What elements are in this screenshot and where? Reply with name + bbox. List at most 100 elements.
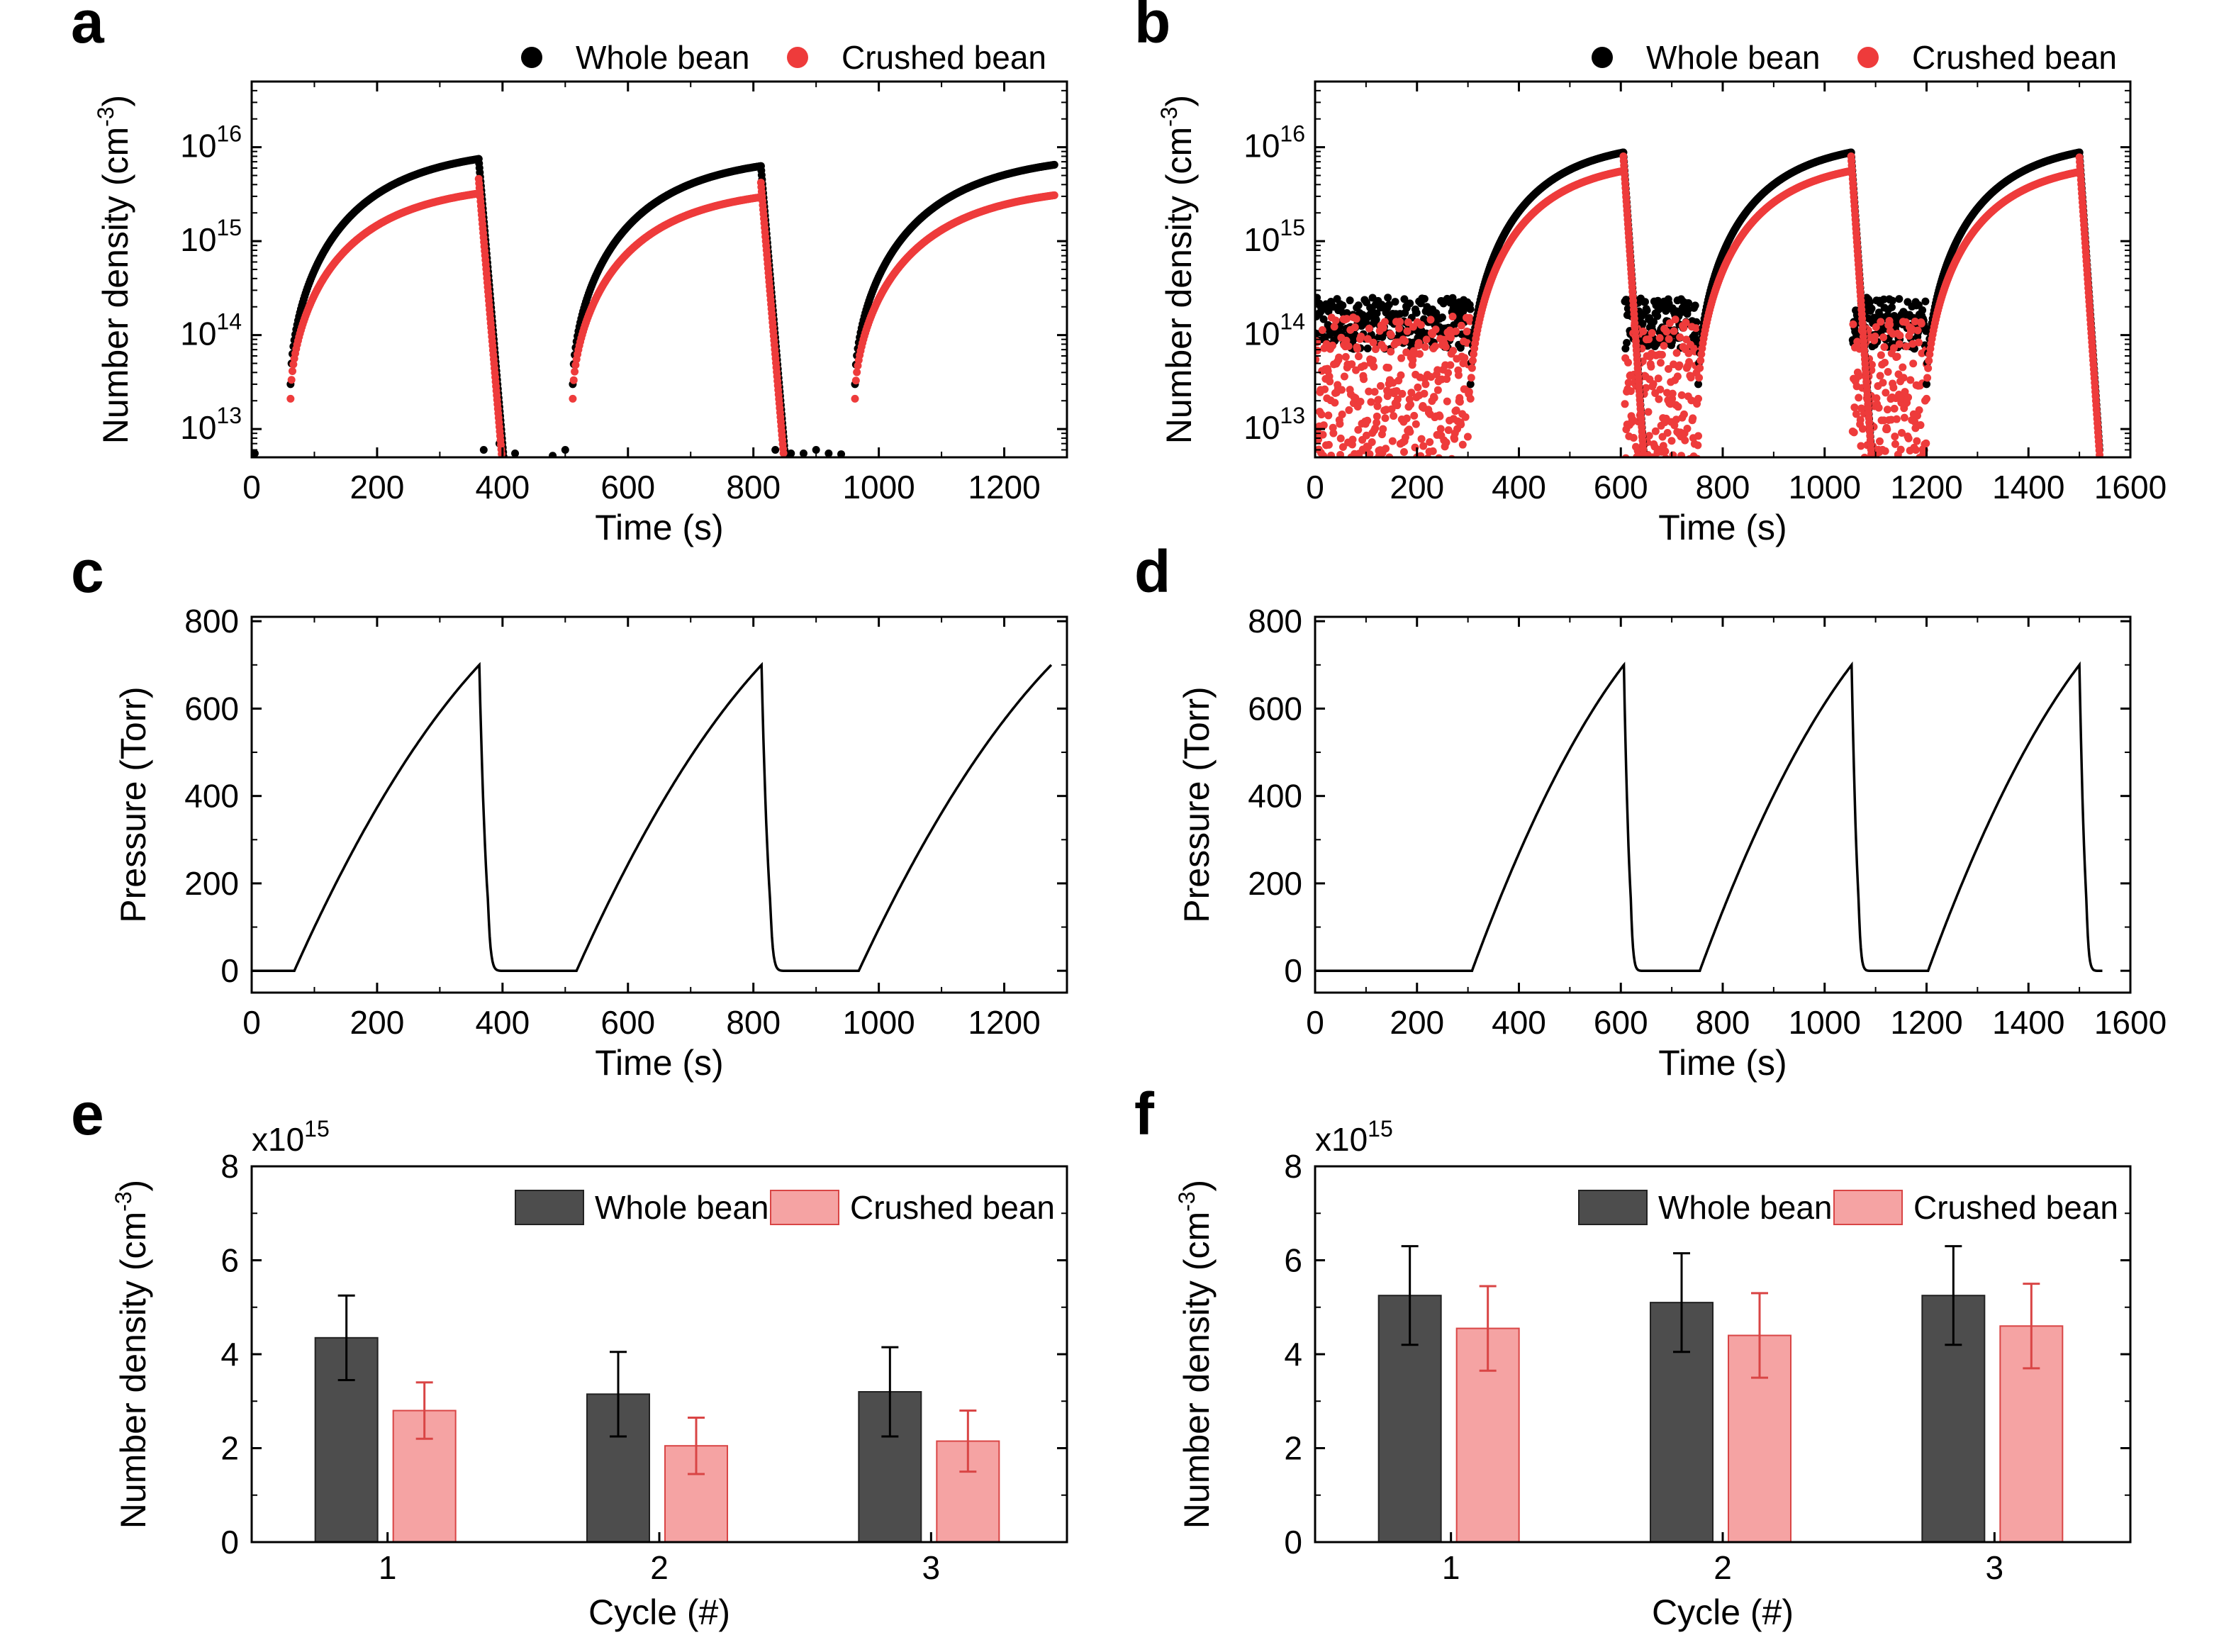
crushed-bean-point	[1401, 433, 1409, 442]
crushed-bean-point	[1877, 351, 1885, 359]
crushed-bean-point	[1388, 437, 1397, 445]
crushed-bean-point	[1886, 320, 1894, 329]
whole-bean-point	[1319, 315, 1328, 323]
plot-area-a	[252, 155, 1058, 457]
whole-bean-point	[1888, 296, 1896, 305]
x-tick-label: 600	[600, 469, 655, 506]
y-axis-title: Number density (cm-3)	[1156, 95, 1199, 444]
x-tick-label: 400	[1492, 469, 1546, 506]
crushed-bean-point	[1624, 358, 1633, 367]
whole-bean-point	[771, 446, 780, 454]
whole-bean-point	[561, 446, 569, 454]
crushed-bean-point	[1362, 431, 1370, 440]
whole-bean-point	[511, 450, 520, 457]
crushed-bean-point	[1324, 440, 1333, 449]
y-tick-label: 200	[1248, 865, 1302, 902]
x-tick-label: 400	[475, 1004, 530, 1041]
crushed-bean-point	[1452, 406, 1460, 415]
crushed-bean-point	[1390, 412, 1398, 420]
crushed-bean-point	[1880, 343, 1889, 352]
crushed-bean-point	[1336, 434, 1345, 442]
y-tick-label: 0	[1284, 952, 1302, 989]
crushed-bean-point	[1406, 428, 1414, 436]
crushed-bean-point	[1855, 394, 1863, 402]
x-tick-label: 200	[350, 1004, 405, 1041]
crushed-bean-point	[1319, 421, 1328, 430]
crushed-bean-point	[1363, 416, 1372, 425]
crushed-bean-point	[1351, 323, 1359, 332]
crushed-bean-point	[1416, 452, 1425, 457]
whole-bean-point	[1640, 298, 1649, 306]
crushed-bean-point	[1369, 338, 1377, 347]
crushed-bean-point	[1914, 338, 1923, 347]
crushed-bean-point	[1321, 385, 1329, 394]
crushed-bean-point	[1465, 388, 1473, 396]
crushed-bean-point	[1859, 425, 1867, 433]
crushed-bean-point	[1430, 394, 1438, 402]
crushed-bean-point	[1373, 402, 1382, 411]
crushed-bean-point	[1338, 443, 1347, 452]
crushed-bean-point	[1431, 325, 1440, 334]
x-axis-title: Cycle (#)	[1652, 1592, 1794, 1632]
legend-swatch-whole	[1578, 1190, 1648, 1225]
crushed-bean-point	[1458, 440, 1467, 449]
panel-label-c: c	[71, 538, 104, 605]
crushed-bean-point	[1913, 326, 1922, 335]
crushed-bean-point	[1461, 413, 1470, 421]
crushed-bean-point	[1431, 342, 1439, 351]
whole-bean-point	[1372, 316, 1380, 324]
crushed-bean-point	[1393, 395, 1402, 403]
x-tick-label: 600	[1594, 469, 1648, 506]
whole-bean-point	[1638, 319, 1647, 328]
crushed-bean-point	[1681, 436, 1689, 445]
plot-frame-c	[250, 615, 1068, 994]
panel-label-b: b	[1134, 0, 1170, 55]
whole-bean-point	[1412, 308, 1421, 317]
crushed-bean-point	[1442, 438, 1450, 447]
x-axis-title: Cycle (#)	[588, 1592, 730, 1632]
crushed-bean-point	[1367, 398, 1375, 406]
whole-bean-point	[799, 450, 807, 457]
crushed-bean-point	[1354, 425, 1363, 434]
crushed-bean-point	[1647, 362, 1655, 371]
whole-bean-point	[1895, 295, 1904, 303]
crushed-bean-point	[1911, 418, 1919, 426]
crushed-bean-point	[1644, 408, 1653, 416]
whole-bean-point	[1400, 295, 1409, 303]
y-tick-label: 400	[184, 778, 239, 815]
y-multiplier: x1015	[252, 1116, 330, 1158]
crushed-bean-point	[853, 368, 861, 376]
panel-label-e: e	[71, 1081, 104, 1147]
crushed-bean-point	[1900, 413, 1908, 422]
x-tick-label: 3	[1986, 1549, 2004, 1586]
whole-bean-point	[1865, 298, 1874, 306]
crushed-bean-point	[1682, 335, 1691, 344]
whole-bean-point	[1050, 160, 1058, 169]
whole-bean-point	[1420, 295, 1429, 303]
crushed-bean-point	[1895, 340, 1904, 348]
crushed-bean-point	[1420, 389, 1429, 398]
whole-bean-point	[1385, 301, 1393, 309]
crushed-bean-point	[1624, 379, 1633, 387]
x-axis-title: Time (s)	[1658, 1043, 1787, 1083]
x-tick-label: 600	[1594, 1004, 1648, 1041]
crushed-bean-point	[1344, 342, 1353, 350]
crushed-bean-point	[1876, 372, 1884, 380]
crushed-bean-point	[1331, 398, 1339, 407]
legend-marker-crushed	[1857, 47, 1879, 68]
whole-bean-point	[1650, 318, 1658, 326]
crushed-bean-point	[1877, 318, 1885, 326]
crushed-bean-point	[1352, 315, 1360, 323]
crushed-bean-point	[1621, 400, 1629, 408]
whole-bean-point	[1887, 303, 1896, 311]
crushed-bean-point	[1404, 318, 1412, 327]
whole-bean-point	[1690, 330, 1699, 339]
crushed-bean-point	[1354, 352, 1363, 361]
crushed-bean-point	[1455, 398, 1464, 406]
crushed-bean-point	[1463, 328, 1471, 336]
crushed-bean-point	[1881, 358, 1889, 367]
crushed-bean-point	[1385, 364, 1392, 372]
crushed-bean-point	[1663, 428, 1672, 437]
crushed-bean-point	[1923, 394, 1930, 403]
